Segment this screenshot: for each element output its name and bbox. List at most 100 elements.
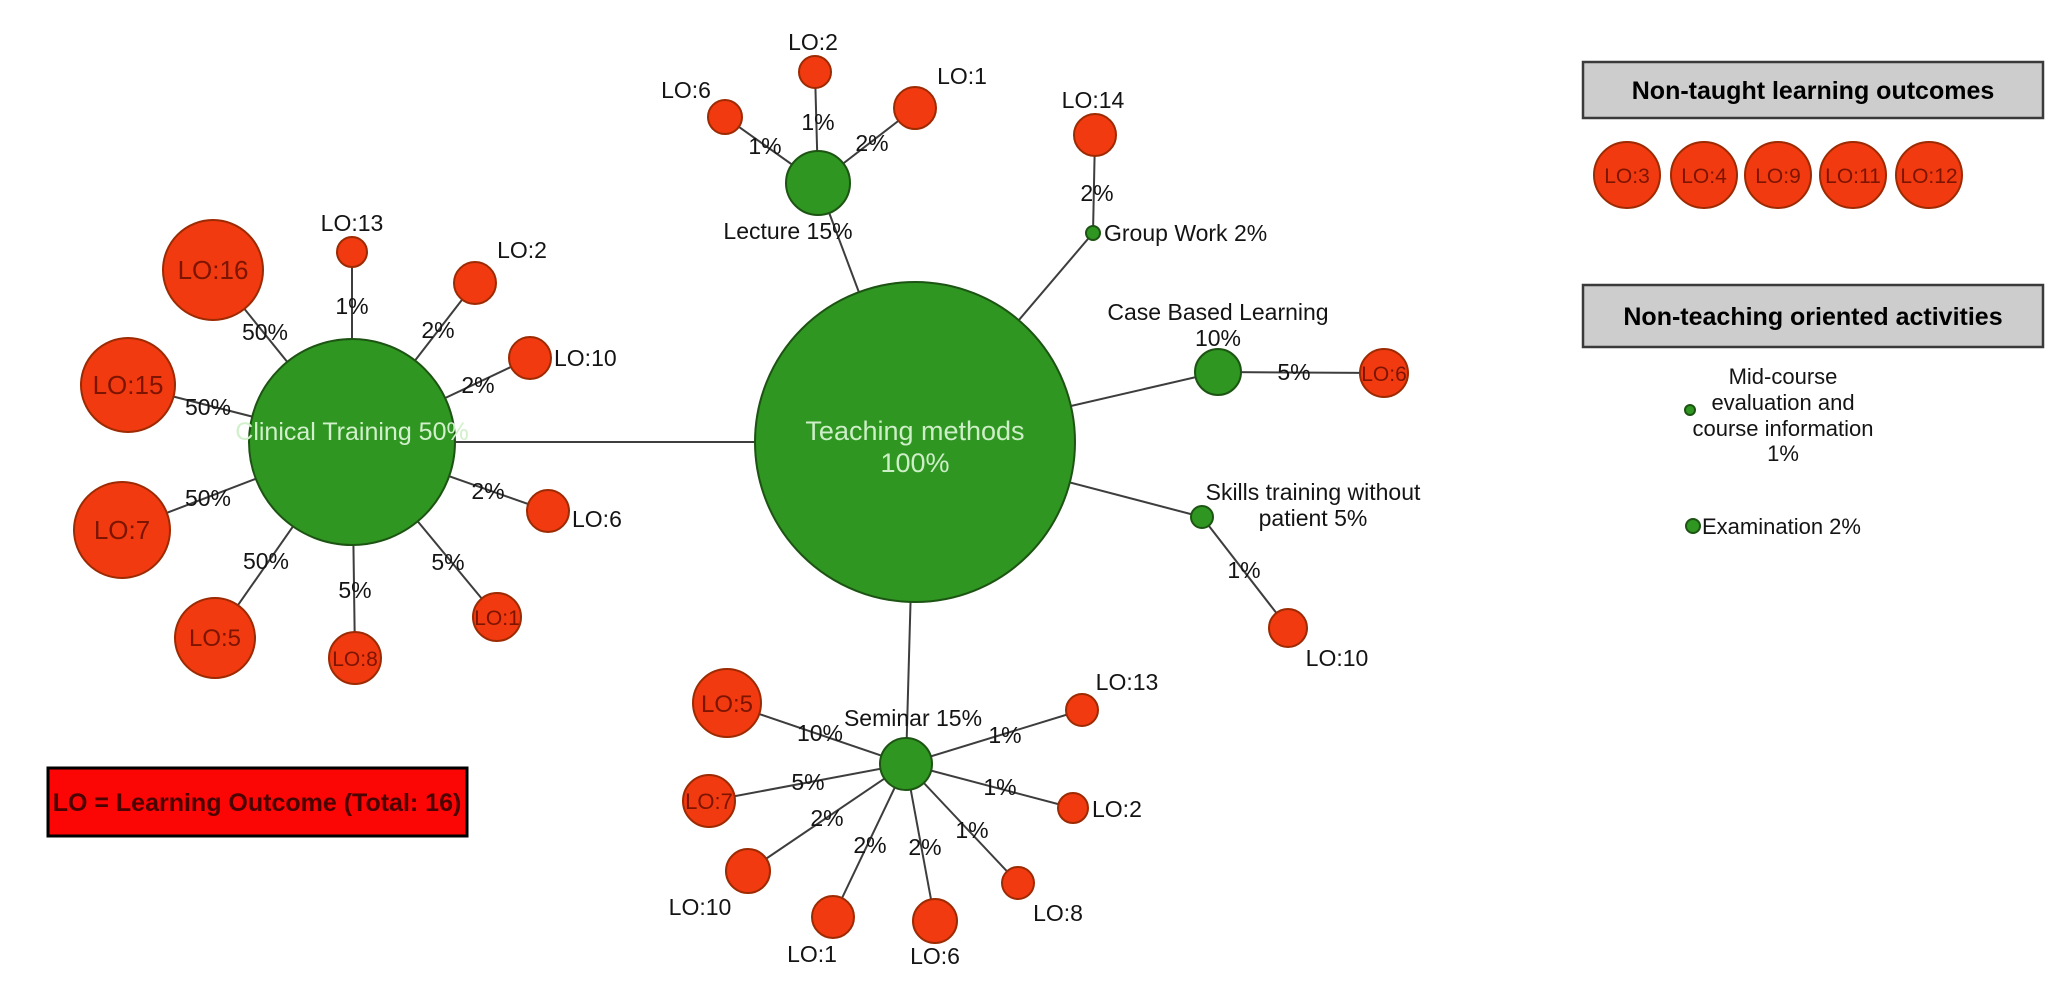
clinical-lo13-label: LO:13	[321, 210, 384, 236]
seminar-lo6-circle	[912, 898, 958, 944]
pct-lecture-lo2: 1%	[801, 109, 834, 135]
clinical-lo1-label: LO:1	[474, 607, 520, 630]
clinical-lo7-circle	[73, 481, 171, 579]
non-taught-lo11-label: LO:11	[1825, 165, 1881, 188]
non-taught-header-text: Non-taught learning outcomes	[1632, 77, 1995, 105]
clinical-training-node	[248, 338, 456, 546]
clinical-lo1-circle	[472, 592, 522, 642]
pct-clinical-lo2: 2%	[421, 317, 454, 343]
seminar-lo13-label: LO:13	[1096, 669, 1159, 695]
edge-casebased-lo6	[1217, 371, 1385, 374]
pct-seminar-lo5: 10%	[797, 720, 843, 746]
seminar-lo8-circle	[1001, 866, 1035, 900]
examination-label: Examination 2%	[1702, 514, 1861, 539]
non-teaching-panel: Non-teaching oriented activities Mid-cou…	[1581, 283, 2045, 539]
teaching-methods-label-line2: 100%	[880, 448, 949, 478]
pct-seminar-lo8: 1%	[955, 817, 988, 843]
legend: LO = Learning Outcome (Total: 16)	[46, 766, 469, 838]
clinical-lo5-circle	[174, 597, 256, 679]
case-based-label-line2: 10%	[1195, 325, 1241, 351]
pct-clinical-lo13: 1%	[335, 293, 368, 319]
clinical-lo2-label: LO:2	[497, 237, 547, 263]
midcourse-dot	[1684, 404, 1696, 416]
non-taught-lo4-label: LO:4	[1681, 165, 1727, 188]
pct-groupwork-lo14: 2%	[1080, 180, 1113, 206]
case-based-learning-node	[1194, 348, 1242, 396]
non-taught-lo3-label: LO:3	[1604, 165, 1650, 188]
clinical-lo8-label: LO:8	[332, 648, 378, 671]
midcourse-label-line3: course information	[1693, 416, 1874, 441]
clinical-lo15-circle	[80, 337, 176, 433]
group-work-node	[1085, 225, 1101, 241]
seminar-lo5-label: LO:5	[701, 691, 753, 718]
pct-clinical-lo6: 2%	[471, 478, 504, 504]
non-taught-panel: Non-taught learning outcomes LO:3 LO:4 L…	[1581, 60, 2045, 209]
group-work-label: Group Work 2%	[1104, 220, 1267, 246]
seminar-lo8-label: LO:8	[1033, 900, 1083, 926]
skills-label-line2: patient 5%	[1259, 505, 1368, 531]
pct-clinical-lo1: 5%	[431, 549, 464, 575]
lecture-node	[785, 150, 851, 216]
pct-seminar-lo6: 2%	[908, 834, 941, 860]
skills-lo10-circle	[1268, 608, 1308, 648]
seminar-lo6-label: LO:6	[910, 943, 960, 969]
clinical-lo2-circle	[453, 261, 497, 305]
nodes-layer	[73, 55, 1409, 944]
skills-label-line1: Skills training without	[1206, 479, 1421, 505]
seminar-lo7-label: LO:7	[685, 789, 733, 814]
non-taught-lo12-label: LO:12	[1900, 165, 1957, 188]
clinical-lo13-circle	[336, 236, 368, 268]
non-taught-lo3-circle	[1593, 141, 1661, 209]
pct-seminar-lo2: 1%	[983, 774, 1016, 800]
lecture-lo2-label: LO:2	[788, 29, 838, 55]
casebased-lo6-label: LO:6	[1361, 363, 1407, 386]
legend-key-box	[46, 766, 469, 838]
midcourse-label-line4: 1%	[1767, 441, 1799, 466]
non-taught-header-box	[1581, 60, 2045, 120]
lecture-lo6-label: LO:6	[661, 77, 711, 103]
labels-layer: Teaching methods 100% Clinical Training …	[93, 29, 1421, 969]
non-taught-lo9-circle	[1744, 141, 1812, 209]
pct-seminar-lo10: 2%	[810, 805, 843, 831]
clinical-lo6-circle	[526, 489, 570, 533]
pct-clinical-lo8: 5%	[338, 577, 371, 603]
seminar-lo10-circle	[725, 848, 771, 894]
edge-skills-lo10	[1201, 516, 1289, 629]
seminar-node	[879, 737, 933, 791]
pct-seminar-lo7: 5%	[791, 769, 824, 795]
midcourse-label-line2: evaluation and	[1711, 390, 1854, 415]
clinical-lo7-label: LO:7	[94, 515, 150, 545]
seminar-lo10-label: LO:10	[669, 894, 732, 920]
edge-seminar-lo7	[708, 763, 907, 802]
pct-lecture-lo6: 1%	[748, 133, 781, 159]
casebased-lo6-circle	[1359, 348, 1409, 398]
clinical-training-label: Clinical Training 50%	[235, 418, 468, 446]
pct-lecture-lo1: 2%	[855, 130, 888, 156]
groupwork-lo14-circle	[1073, 113, 1117, 157]
midcourse-label-line1: Mid-course	[1729, 364, 1838, 389]
clinical-lo8-circle	[328, 631, 382, 685]
legend-key-text: LO = Learning Outcome (Total: 16)	[53, 789, 462, 817]
pct-clinical-lo5: 50%	[243, 548, 289, 574]
clinical-lo16-circle	[162, 219, 264, 321]
pct-clinical-lo10: 2%	[461, 372, 494, 398]
non-teaching-header-box	[1581, 283, 2045, 349]
lecture-lo1-label: LO:1	[937, 63, 987, 89]
lecture-lo1-circle	[893, 86, 937, 130]
non-taught-lo4-circle	[1670, 141, 1738, 209]
clinical-lo6-label: LO:6	[572, 506, 622, 532]
clinical-lo10-label: LO:10	[554, 345, 617, 371]
pct-clinical-lo7: 50%	[185, 485, 231, 511]
teaching-methods-label-line1: Teaching methods	[805, 416, 1024, 446]
seminar-lo7-circle	[682, 774, 736, 828]
case-based-label-line1: Case Based Learning	[1107, 299, 1328, 325]
non-taught-lo9-label: LO:9	[1755, 165, 1801, 188]
seminar-lo2-label: LO:2	[1092, 796, 1142, 822]
seminar-lo2-circle	[1057, 792, 1089, 824]
groupwork-lo14-label: LO:14	[1062, 87, 1125, 113]
edge-percentages-layer: 50% 50% 50% 50% 1% 2% 2% 2% 5% 5% 1% 1% …	[185, 109, 1311, 860]
edge-seminar-lo13	[905, 709, 1083, 765]
pct-skills-lo10: 1%	[1227, 557, 1260, 583]
